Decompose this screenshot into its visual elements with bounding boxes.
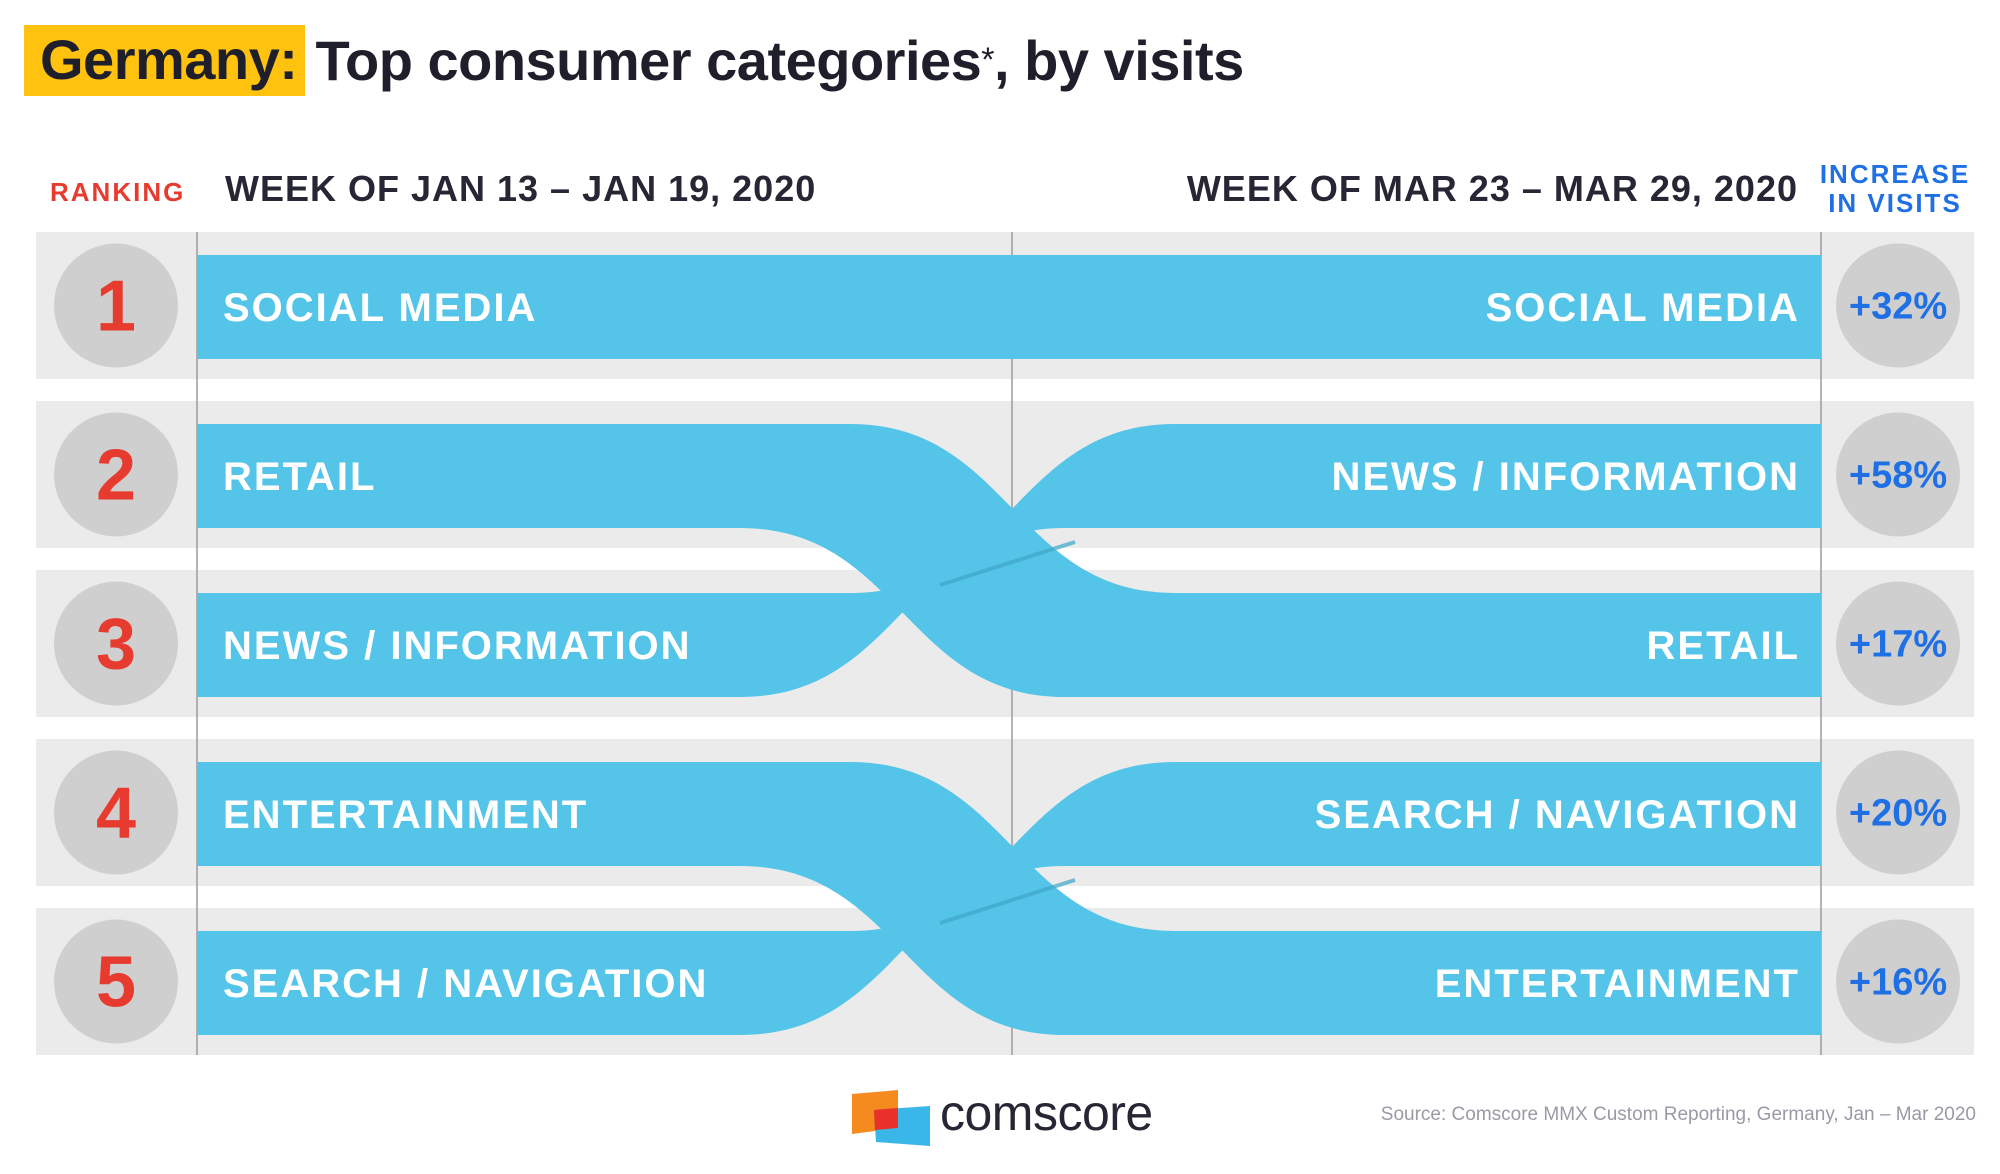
- rank-circle-5: [54, 919, 178, 1044]
- increase-value-2: +58%: [1849, 455, 1947, 497]
- rank-number-1: 1: [96, 267, 136, 347]
- right-label-entertainment: ENTERTAINMENT: [1435, 962, 1800, 1006]
- rank-number-2: 2: [96, 436, 136, 516]
- band-social-media: [197, 255, 1821, 359]
- left-label-news-information: NEWS / INFORMATION: [223, 624, 692, 668]
- increase-header-line2: IN VISITS: [1828, 188, 1962, 218]
- brand-name: comscore: [940, 1085, 1153, 1141]
- band-entertainment: [197, 762, 1821, 1035]
- right-label-search-navigation: SEARCH / NAVIGATION: [1315, 793, 1800, 837]
- left-label-entertainment: ENTERTAINMENT: [223, 793, 588, 837]
- rank-number-5: 5: [96, 943, 136, 1023]
- left-week-header: WEEK OF JAN 13 – JAN 19, 2020: [225, 168, 817, 209]
- title-suffix: , by visits: [994, 28, 1244, 92]
- left-label-social-media: SOCIAL MEDIA: [223, 286, 537, 330]
- increase-circle-4: [1836, 750, 1960, 875]
- title-main: Top consumer categories: [315, 28, 982, 92]
- band-search-navigation: [197, 762, 1821, 1035]
- band-news-information: [197, 424, 1821, 697]
- band-fold-news-information: [939, 540, 1076, 587]
- rank-number-3: 3: [96, 605, 136, 685]
- left-label-retail: RETAIL: [223, 455, 376, 499]
- right-label-social-media: SOCIAL MEDIA: [1486, 286, 1800, 330]
- rank-circle-2: [54, 412, 178, 537]
- rank-number-4: 4: [96, 774, 136, 854]
- increase-value-4: +20%: [1849, 793, 1947, 835]
- increase-circle-1: [1836, 243, 1960, 368]
- chart-title: Germany: Top consumer categories *, by vi…: [24, 22, 1244, 98]
- increase-circle-3: [1836, 581, 1960, 706]
- right-week-header: WEEK OF MAR 23 – MAR 29, 2020: [1186, 168, 1798, 209]
- increase-circle-2: [1836, 412, 1960, 537]
- increase-value-5: +16%: [1849, 962, 1947, 1004]
- title-asterisk: *: [981, 40, 995, 79]
- increase-value-3: +17%: [1849, 624, 1947, 666]
- ranking-header: RANKING: [50, 177, 186, 207]
- rank-circle-3: [54, 581, 178, 706]
- left-label-search-navigation: SEARCH / NAVIGATION: [223, 962, 708, 1006]
- source-note: Source: Comscore MMX Custom Reporting, G…: [1380, 1104, 1976, 1125]
- right-label-retail: RETAIL: [1647, 624, 1800, 668]
- increase-circle-5: [1836, 919, 1960, 1044]
- comscore-logo-icon: [852, 1090, 930, 1146]
- increase-header: INCREASE IN VISITS: [1815, 160, 1975, 218]
- band-retail: [197, 424, 1821, 697]
- title-country: Germany:: [24, 24, 306, 96]
- rank-circle-1: [54, 243, 178, 368]
- rank-circle-4: [54, 750, 178, 875]
- increase-header-line1: INCREASE: [1819, 159, 1971, 189]
- band-fold-search-navigation: [939, 878, 1076, 925]
- increase-value-1: +32%: [1849, 286, 1947, 328]
- right-label-news-information: NEWS / INFORMATION: [1331, 455, 1800, 499]
